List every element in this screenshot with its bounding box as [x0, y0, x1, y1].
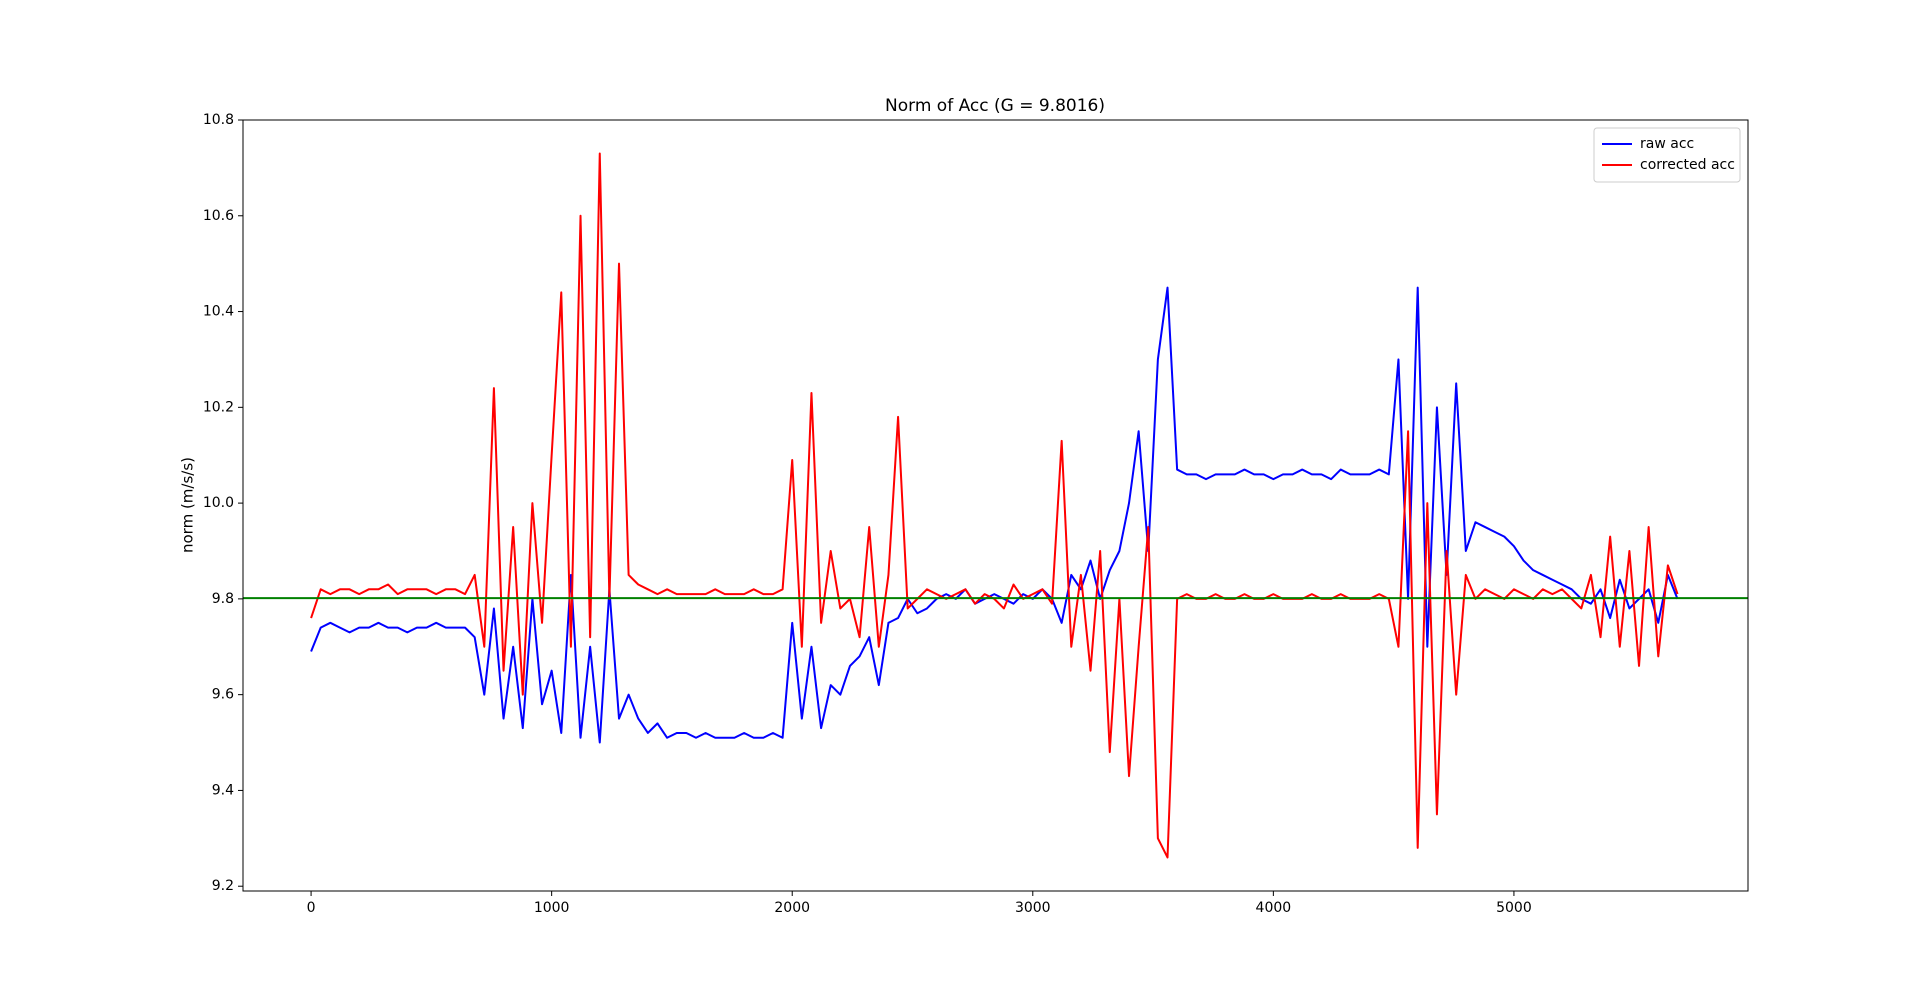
x-tick-label: 3000 — [1015, 900, 1051, 916]
legend-box — [1593, 127, 1741, 183]
y-tick-label: 9.6 — [212, 687, 234, 703]
legend-label: corrected acc — [1640, 157, 1735, 173]
x-tick-label: 1000 — [534, 900, 570, 916]
y-tick-label: 10.8 — [203, 112, 234, 128]
y-tick-label: 9.2 — [212, 878, 234, 894]
y-tick-label: 9.8 — [212, 591, 234, 607]
x-tick-label: 5000 — [1496, 900, 1532, 916]
chart-title: Norm of Acc (G = 9.8016) — [885, 96, 1105, 116]
x-tick-label: 0 — [307, 900, 316, 916]
legend-label: raw acc — [1640, 136, 1694, 152]
x-tick-label: 2000 — [774, 900, 810, 916]
plot-frame — [242, 119, 1749, 892]
y-axis-label: norm (m/s/s) — [179, 457, 197, 553]
y-tick-label: 10.2 — [203, 399, 234, 415]
y-tick-label: 10.0 — [203, 495, 234, 511]
line-series — [310, 286, 1679, 744]
y-tick-label: 9.4 — [212, 782, 234, 798]
y-tick-label: 10.4 — [203, 304, 234, 320]
y-tick-label: 10.6 — [203, 208, 234, 224]
x-tick-label: 4000 — [1256, 900, 1292, 916]
